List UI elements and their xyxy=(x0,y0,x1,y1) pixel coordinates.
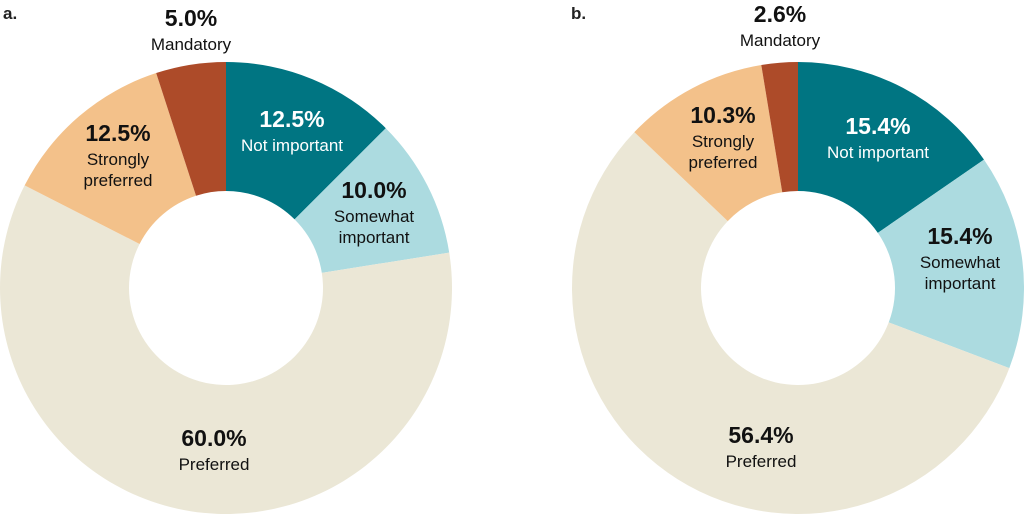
category-label-somewhat-important-a: important xyxy=(339,228,410,247)
slice-not-important-a xyxy=(226,62,386,220)
panel-label-a: a. xyxy=(3,4,17,23)
value-label-somewhat-important-b: 15.4% xyxy=(927,223,992,249)
category-label-mandatory-b: Mandatory xyxy=(740,31,821,50)
category-label-strongly-preferred-a: Strongly xyxy=(87,150,150,169)
slice-mandatory-b xyxy=(761,62,798,193)
category-label-preferred-b: Preferred xyxy=(726,452,797,471)
donut-chart-a: a. 12.5% Not important 10.0% Somewhat import… xyxy=(0,4,452,514)
category-label-strongly-preferred-b: preferred xyxy=(689,153,758,172)
value-label-preferred-b: 56.4% xyxy=(728,422,793,448)
labels-b: 15.4% Not important 15.4% Somewhat important… xyxy=(689,1,1001,471)
category-label-not-important-a: Not important xyxy=(241,136,343,155)
value-label-mandatory-b: 2.6% xyxy=(754,1,806,27)
category-label-somewhat-important-b: important xyxy=(925,274,996,293)
value-label-strongly-preferred-b: 10.3% xyxy=(690,102,755,128)
slice-strongly-preferred-b xyxy=(634,65,783,222)
category-label-strongly-preferred-a: preferred xyxy=(84,171,153,190)
slice-not-important-b xyxy=(798,62,984,233)
slices-a xyxy=(0,62,452,514)
labels-a: 12.5% Not important 10.0% Somewhat important… xyxy=(84,5,415,474)
panel-label-b: b. xyxy=(571,4,586,23)
category-label-strongly-preferred-b: Strongly xyxy=(692,132,755,151)
slice-strongly-preferred-a xyxy=(24,73,197,244)
category-label-somewhat-important-b: Somewhat xyxy=(920,253,1001,272)
slice-somewhat-important-a xyxy=(294,128,450,273)
slice-somewhat-important-b xyxy=(877,159,1024,369)
value-label-mandatory-a: 5.0% xyxy=(165,5,217,31)
category-label-somewhat-important-a: Somewhat xyxy=(334,207,415,226)
slice-preferred-b xyxy=(571,132,1010,514)
slice-preferred-a xyxy=(0,185,452,514)
value-label-not-important-a: 12.5% xyxy=(259,106,324,132)
value-label-not-important-b: 15.4% xyxy=(845,113,910,139)
donut-chart-b: b. 15.4% Not important 15.4% Somewhat import… xyxy=(571,1,1024,514)
category-label-not-important-b: Not important xyxy=(827,143,929,162)
category-label-preferred-a: Preferred xyxy=(179,455,250,474)
slice-mandatory-a xyxy=(156,62,226,196)
category-label-mandatory-a: Mandatory xyxy=(151,35,232,54)
value-label-somewhat-important-a: 10.0% xyxy=(341,177,406,203)
value-label-preferred-a: 60.0% xyxy=(181,425,246,451)
slices-b xyxy=(571,62,1024,514)
value-label-strongly-preferred-a: 12.5% xyxy=(85,120,150,146)
